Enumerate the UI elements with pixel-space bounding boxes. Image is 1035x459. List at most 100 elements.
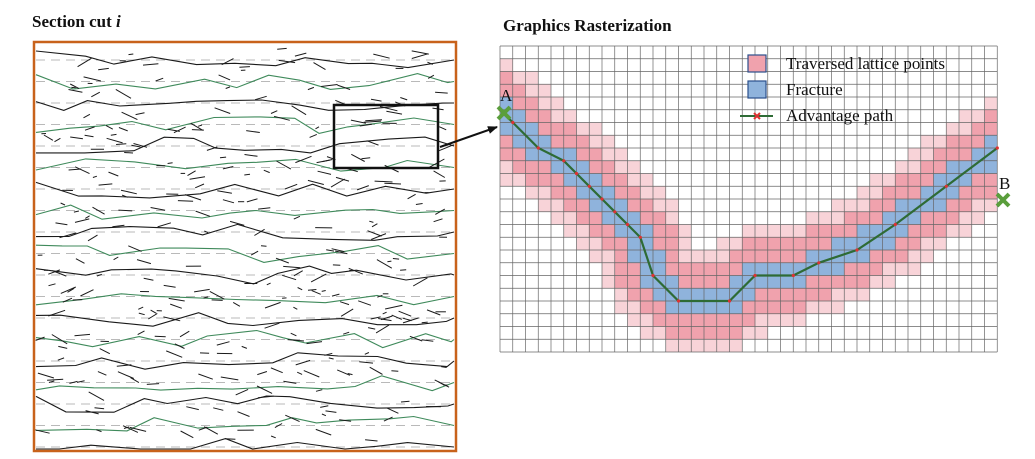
fracture-segment: [264, 322, 280, 329]
traversed-cell: [946, 135, 959, 148]
fracture-cell: [946, 186, 959, 199]
section-trace: [35, 223, 455, 241]
fracture-segment: [48, 380, 55, 383]
traversed-cell: [767, 250, 781, 263]
traversed-cell: [614, 262, 628, 276]
fracture-segment: [330, 178, 345, 188]
fracture-segment: [400, 97, 408, 101]
traversed-cell: [882, 250, 896, 263]
fracture-segment: [320, 405, 329, 408]
fracture-cell: [844, 237, 857, 250]
traversed-cell: [755, 250, 768, 263]
fracture-segment: [256, 385, 273, 394]
point-a-label: A: [500, 86, 513, 105]
traversed-cell: [525, 173, 539, 187]
fracture-cell: [653, 262, 666, 276]
fracture-segment: [157, 222, 172, 228]
fracture-segment: [250, 250, 259, 256]
traversed-light-cell: [869, 173, 883, 187]
fracture-segment: [377, 294, 383, 298]
fracture-segment: [359, 361, 374, 364]
fracture-segment: [80, 289, 94, 297]
fracture-segment: [203, 296, 209, 299]
fracture-segment: [273, 115, 290, 121]
fracture-segment: [337, 84, 351, 90]
traversed-cell: [806, 275, 819, 289]
traversed-light-cell: [844, 288, 857, 301]
fracture-segment: [221, 58, 234, 66]
fracture-segment: [75, 258, 85, 264]
fracture-cell: [767, 262, 781, 276]
fracture-cell: [704, 301, 717, 314]
fracture-segment: [295, 155, 312, 164]
fracture-cell: [818, 262, 832, 276]
fracture-segment: [74, 166, 90, 175]
fracture-segment: [60, 202, 66, 206]
traversed-light-cell: [755, 326, 768, 340]
fracture-segment: [331, 248, 345, 253]
fracture-segment: [48, 309, 66, 317]
traversed-cell: [806, 237, 819, 250]
fracture-segment: [85, 410, 99, 415]
fracture-segment: [293, 270, 303, 277]
traversed-light-cell: [614, 160, 628, 174]
traversed-cell: [729, 262, 743, 276]
traversed-light-cell: [831, 199, 845, 212]
fracture-cell: [984, 160, 998, 174]
traversed-light-cell: [920, 237, 934, 250]
fracture-segment: [365, 119, 383, 122]
traversed-light-cell: [857, 288, 870, 301]
fracture-cell: [946, 160, 959, 174]
traversed-light-cell: [602, 275, 615, 289]
fracture-segment: [264, 301, 281, 309]
left-panel-title-variable: i: [116, 12, 121, 31]
advantage-path-node: [817, 261, 821, 265]
traversed-cell: [755, 288, 768, 301]
fracture-segment: [121, 111, 138, 121]
fracture-segment: [384, 304, 403, 310]
traversed-cell: [767, 237, 781, 250]
fracture-cell: [895, 224, 908, 238]
traversed-cell: [640, 301, 653, 314]
traversed-light-cell: [691, 339, 704, 352]
fracture-segment: [108, 171, 119, 177]
traversed-cell: [704, 313, 717, 327]
traversed-cell: [780, 250, 794, 263]
fracture-segment: [409, 335, 423, 342]
fracture-segment: [115, 88, 132, 99]
traversed-cell: [691, 262, 704, 276]
fracture-segment: [364, 352, 370, 355]
traversed-cell: [500, 148, 513, 161]
fracture-segment: [328, 357, 334, 360]
point-a-marker: [496, 105, 512, 121]
traversed-cell: [895, 173, 908, 187]
traversed-light-cell: [576, 237, 590, 250]
traversed-cell: [576, 199, 590, 212]
traversed-cell: [614, 173, 628, 187]
fracture-segment: [369, 220, 374, 223]
traversed-light-cell: [742, 326, 755, 340]
fracture-segment: [69, 380, 78, 384]
fracture-segment: [62, 297, 73, 303]
fracture-segment: [128, 53, 134, 56]
traversed-cell: [959, 199, 972, 212]
fracture-segment: [124, 152, 134, 154]
fracture-segment: [293, 215, 301, 220]
fracture-cell: [640, 224, 653, 238]
traversed-light-cell: [500, 58, 513, 72]
fracture-cell: [806, 262, 819, 276]
fracture-segment: [371, 223, 378, 228]
fracture-segment: [48, 269, 61, 275]
traversed-cell: [844, 262, 857, 276]
traversed-light-cell: [716, 339, 730, 352]
fracture-segment: [166, 350, 183, 358]
fracture-segment: [186, 406, 199, 411]
legend-fracture-swatch: [747, 80, 767, 99]
section-trace: [35, 50, 455, 69]
fracture-segment: [194, 288, 210, 293]
traversed-light-cell: [525, 84, 539, 97]
fracture-segment: [122, 425, 139, 433]
fracture-segment: [37, 372, 55, 379]
traversed-cell: [818, 275, 832, 289]
fracture-cell: [525, 122, 539, 136]
